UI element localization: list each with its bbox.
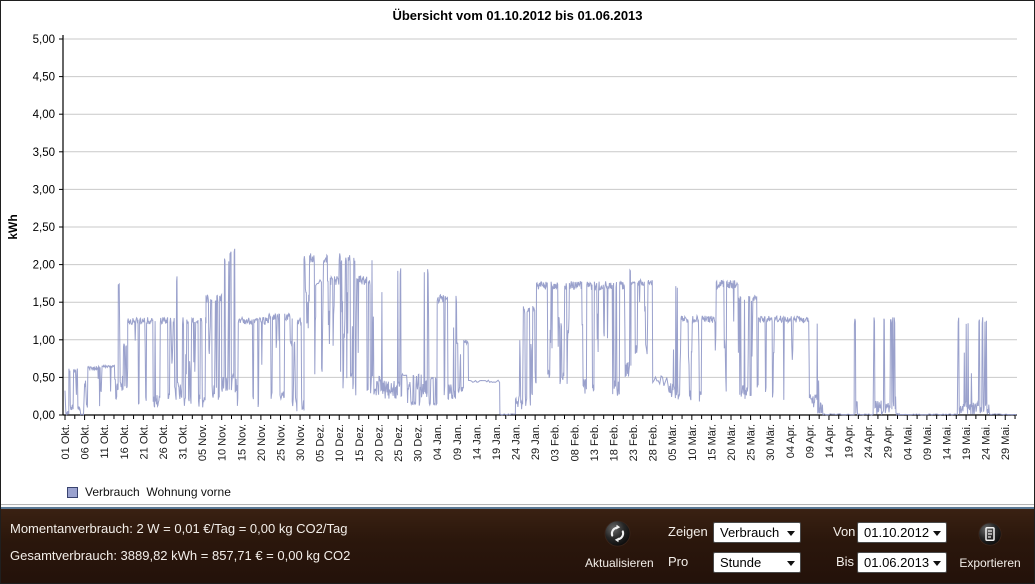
page-title: Übersicht vom 01.10.2012 bis 01.06.2013 <box>392 8 643 23</box>
svg-text:23 Feb.: 23 Feb. <box>628 424 640 461</box>
svg-text:04 Apr.: 04 Apr. <box>785 424 797 458</box>
svg-text:15 Nov.: 15 Nov. <box>236 424 248 461</box>
toolbar-body: Momentanverbrauch: 2 W = 0,01 €/Tag = 0,… <box>1 509 1034 583</box>
y-axis-title: kWh <box>6 214 20 239</box>
legend-label: Verbrauch Wohnung vorne <box>85 485 231 499</box>
svg-text:3,50: 3,50 <box>33 147 55 159</box>
svg-text:19 Apr.: 19 Apr. <box>844 424 856 458</box>
bis-date-value: 01.06.2013 <box>864 555 930 570</box>
chevron-down-icon <box>787 561 795 566</box>
svg-text:10 Mär.: 10 Mär. <box>687 424 699 461</box>
pro-select-value: Stunde <box>720 555 762 570</box>
svg-text:1,00: 1,00 <box>33 335 55 347</box>
svg-text:20 Nov.: 20 Nov. <box>256 424 268 461</box>
svg-text:25 Nov.: 25 Nov. <box>275 424 287 461</box>
svg-text:08 Feb.: 08 Feb. <box>569 424 581 461</box>
von-date-select[interactable]: 01.10.2012 <box>857 522 947 543</box>
svg-text:30 Nov.: 30 Nov. <box>295 424 307 461</box>
svg-text:24 Jan.: 24 Jan. <box>511 424 523 460</box>
svg-text:05 Nov.: 05 Nov. <box>197 424 209 461</box>
svg-text:10 Dez.: 10 Dez. <box>334 424 346 462</box>
svg-text:05 Mär.: 05 Mär. <box>667 424 679 461</box>
exportieren-button[interactable] <box>978 522 1002 546</box>
svg-text:11 Okt.: 11 Okt. <box>99 424 111 459</box>
svg-text:03 Feb.: 03 Feb. <box>550 424 562 461</box>
x-axis: 01 Okt. 06 Okt. 11 Okt. 16 Okt. 21 Okt. 26 Ok… <box>60 414 1017 462</box>
chart-legend: Verbrauch Wohnung vorne <box>67 485 231 499</box>
svg-text:0,50: 0,50 <box>33 372 55 384</box>
bottom-toolbar: Momentanverbrauch: 2 W = 0,01 €/Tag = 0,… <box>1 504 1034 583</box>
svg-text:19 Mai.: 19 Mai. <box>961 424 973 460</box>
svg-text:14 Apr.: 14 Apr. <box>824 424 836 458</box>
svg-text:5,00: 5,00 <box>33 34 55 46</box>
y-axis: 0,00 0,50 1,00 1,50 2,00 2,50 3,00 3,50 4,00 4,50… <box>6 34 64 422</box>
svg-text:25 Mär.: 25 Mär. <box>746 424 758 461</box>
pro-label: Pro <box>668 554 689 569</box>
svg-text:10 Nov.: 10 Nov. <box>217 424 229 461</box>
svg-text:16 Okt.: 16 Okt. <box>119 424 131 459</box>
svg-text:3,00: 3,00 <box>33 184 55 196</box>
svg-text:20 Mär.: 20 Mär. <box>726 424 738 461</box>
svg-text:31 Okt.: 31 Okt. <box>178 424 190 459</box>
svg-text:2,50: 2,50 <box>33 222 55 234</box>
svg-text:09 Mai.: 09 Mai. <box>922 424 934 460</box>
chevron-down-icon <box>933 561 941 566</box>
pro-select[interactable]: Stunde <box>713 552 801 573</box>
svg-text:29 Jan.: 29 Jan. <box>530 424 542 460</box>
zeigen-select[interactable]: Verbrauch <box>713 522 801 543</box>
toolbar-separator-highlight <box>1 505 1034 507</box>
von-label: Von <box>833 524 856 539</box>
svg-text:24 Apr.: 24 Apr. <box>863 424 875 458</box>
chevron-down-icon <box>787 531 795 536</box>
svg-text:05 Dez.: 05 Dez. <box>315 424 327 462</box>
aktualisieren-label: Aktualisieren <box>585 556 654 570</box>
svg-text:24 Mai.: 24 Mai. <box>981 424 993 460</box>
zeigen-label: Zeigen <box>668 524 708 539</box>
series-line-0 <box>64 248 1017 416</box>
svg-text:25 Dez.: 25 Dez. <box>393 424 405 462</box>
zeigen-select-value: Verbrauch <box>720 525 780 540</box>
chevron-down-icon <box>933 531 941 536</box>
svg-text:19 Jan.: 19 Jan. <box>491 424 503 460</box>
svg-text:06 Okt.: 06 Okt. <box>80 424 92 459</box>
toolbar-separator-accent <box>1 507 1034 509</box>
svg-text:14 Mai.: 14 Mai. <box>941 424 953 460</box>
svg-text:14 Jan.: 14 Jan. <box>471 424 483 460</box>
momentanverbrauch-text: Momentanverbrauch: 2 W = 0,01 €/Tag = 0,… <box>10 521 348 536</box>
svg-text:20 Dez.: 20 Dez. <box>373 424 385 462</box>
export-document-icon <box>978 522 1002 546</box>
refresh-icon <box>604 520 631 547</box>
exportieren-label: Exportieren <box>959 556 1021 570</box>
toolbar-separator <box>1 504 1034 505</box>
svg-text:29 Apr.: 29 Apr. <box>883 424 895 458</box>
bis-label: Bis <box>836 554 855 569</box>
svg-text:09 Jan.: 09 Jan. <box>452 424 464 460</box>
svg-text:4,50: 4,50 <box>33 72 55 84</box>
svg-text:09 Apr.: 09 Apr. <box>804 424 816 458</box>
svg-text:04 Mai.: 04 Mai. <box>902 424 914 460</box>
svg-text:18 Feb.: 18 Feb. <box>608 424 620 461</box>
svg-text:04 Jan.: 04 Jan. <box>432 424 444 460</box>
svg-text:26 Okt.: 26 Okt. <box>158 424 170 459</box>
von-date-value: 01.10.2012 <box>864 525 930 540</box>
bis-date-select[interactable]: 01.06.2013 <box>857 552 947 573</box>
svg-text:1,50: 1,50 <box>33 297 55 309</box>
svg-text:28 Feb.: 28 Feb. <box>648 424 660 461</box>
svg-text:01 Okt.: 01 Okt. <box>60 424 72 459</box>
aktualisieren-button[interactable] <box>604 520 631 547</box>
svg-text:0,00: 0,00 <box>33 410 55 422</box>
svg-text:30 Mär.: 30 Mär. <box>765 424 777 461</box>
svg-text:15 Mär.: 15 Mär. <box>706 424 718 461</box>
gesamtverbrauch-text: Gesamtverbrauch: 3889,82 kWh = 857,71 € … <box>10 548 351 563</box>
svg-text:2,00: 2,00 <box>33 260 55 272</box>
consumption-chart: 0,00 0,50 1,00 1,50 2,00 2,50 3,00 3,50 4,00 4,50… <box>6 34 1017 462</box>
svg-text:29 Mai.: 29 Mai. <box>1000 424 1012 460</box>
legend-swatch-icon <box>67 486 78 498</box>
svg-text:30 Dez.: 30 Dez. <box>413 424 425 462</box>
svg-text:21 Okt.: 21 Okt. <box>138 424 150 459</box>
svg-text:4,00: 4,00 <box>33 109 55 121</box>
svg-text:13 Feb.: 13 Feb. <box>589 424 601 461</box>
svg-text:15 Dez.: 15 Dez. <box>354 424 366 462</box>
